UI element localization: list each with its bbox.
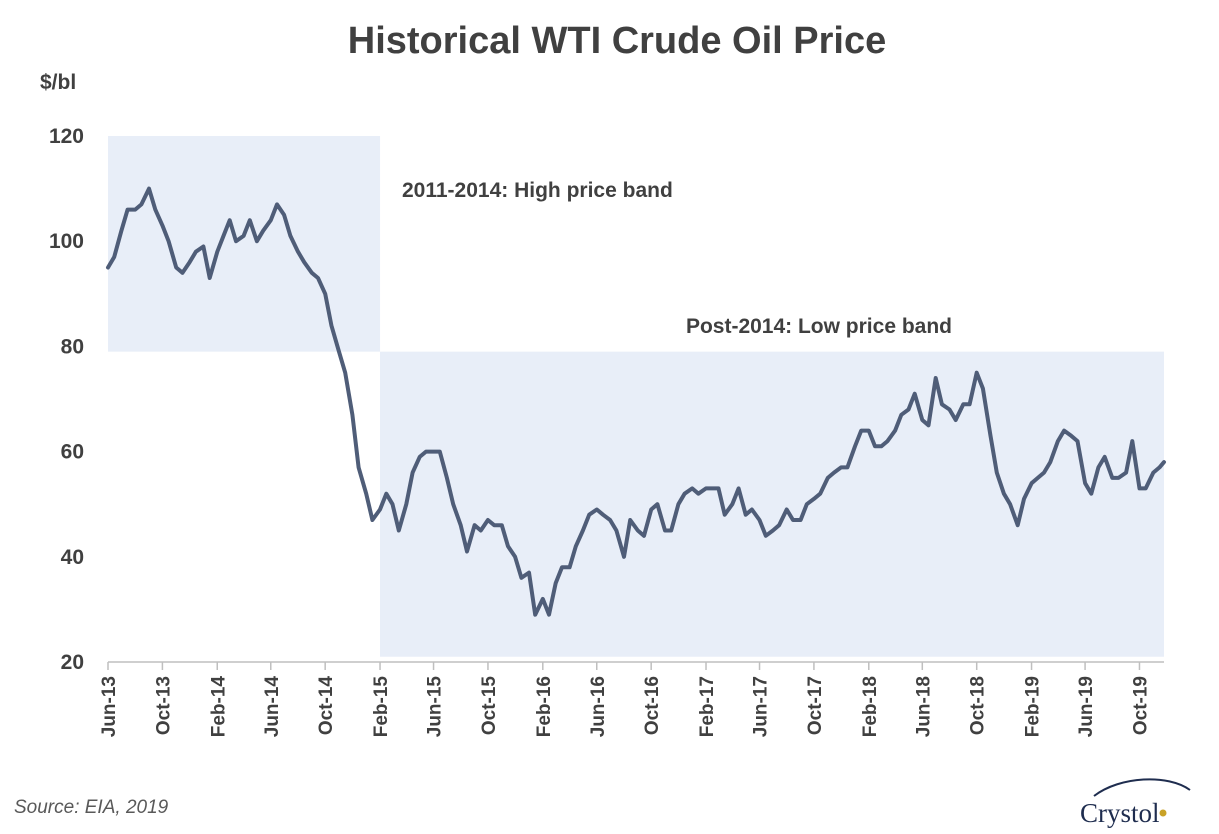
price-band-1	[380, 351, 1164, 657]
y-axis-unit-label: $/bl	[40, 71, 76, 94]
x-tick-label: Feb-16	[534, 676, 555, 737]
y-tick-label: 40	[61, 546, 84, 569]
band-label-0: 2011-2014: High price band	[402, 179, 673, 202]
y-tick-label: 60	[61, 441, 84, 464]
logo-swoosh	[1093, 778, 1191, 797]
band-label-1: Post-2014: Low price band	[686, 315, 952, 338]
chart-title: Historical WTI Crude Oil Price	[348, 20, 886, 62]
x-tick-label: Oct-14	[316, 676, 337, 736]
x-tick-label: Feb-15	[371, 676, 392, 738]
crystol-logo: Crystol	[1080, 778, 1191, 828]
x-tick-label: Oct-19	[1130, 676, 1151, 735]
x-tick-label: Feb-18	[860, 676, 881, 737]
price-series	[106, 186, 1166, 617]
y-tick-label: 120	[49, 125, 84, 148]
y-tick-label: 100	[49, 230, 84, 253]
x-tick-label: Oct-16	[642, 676, 663, 735]
source-note: Source: EIA, 2019	[14, 797, 169, 818]
logo-drop-icon	[1159, 809, 1167, 817]
x-tick-label: Oct-15	[479, 676, 500, 736]
x-tick-labels: Jun-13 Oct-13 Feb-14 Jun-14 Oct-14 Feb-15 Jun-…	[99, 676, 1151, 738]
x-tick-label: Jun-18	[913, 676, 934, 737]
band-labels: 2011-2014: High price band Post-2014: Low…	[402, 179, 952, 338]
x-tick-label: Oct-18	[968, 676, 989, 735]
axes	[107, 661, 1164, 670]
y-tick-label: 20	[61, 651, 84, 674]
x-tick-label: Oct-13	[153, 676, 174, 735]
y-tick-label: 80	[61, 335, 84, 358]
x-tick-label: Feb-17	[697, 676, 718, 737]
price-bands	[108, 136, 1164, 657]
series-line-0	[106, 186, 1166, 617]
x-tick-label: Jun-17	[751, 676, 772, 737]
x-tick-label: Feb-14	[208, 676, 229, 738]
price-band-0	[108, 136, 381, 352]
x-tick-label: Jun-15	[425, 676, 446, 738]
x-tick-label: Oct-17	[805, 676, 826, 735]
y-tick-labels: 20 40 60 80 100 120	[49, 125, 84, 674]
x-tick-label: Jun-19	[1076, 676, 1097, 737]
x-tick-label: Jun-14	[262, 676, 283, 738]
x-tick-label: Jun-16	[588, 676, 609, 737]
x-tick-label: Feb-19	[1023, 676, 1044, 737]
x-tick-label: Jun-13	[99, 676, 120, 737]
logo-text: Crystol	[1080, 798, 1160, 828]
